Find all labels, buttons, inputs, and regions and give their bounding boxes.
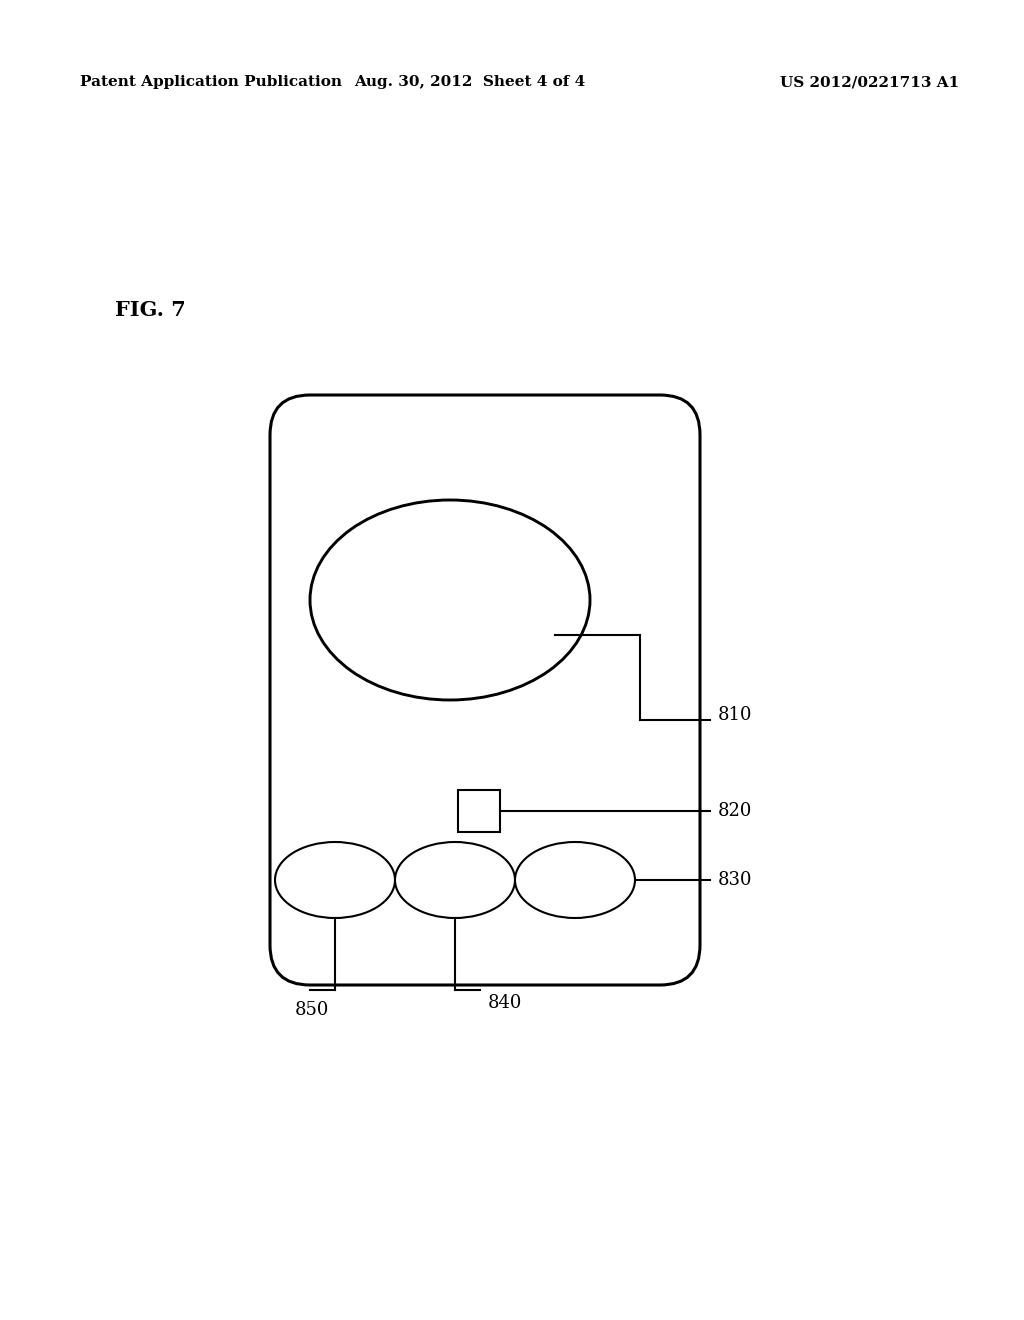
Text: 850: 850 [295, 1001, 330, 1019]
Ellipse shape [310, 500, 590, 700]
Bar [458, 789, 500, 832]
Text: US 2012/0221713 A1: US 2012/0221713 A1 [780, 75, 959, 88]
Ellipse shape [515, 842, 635, 917]
Ellipse shape [395, 842, 515, 917]
Text: 840: 840 [488, 994, 522, 1012]
Text: 810: 810 [718, 706, 753, 723]
Ellipse shape [275, 842, 395, 917]
Text: FIG. 7: FIG. 7 [115, 300, 185, 319]
Text: Patent Application Publication: Patent Application Publication [80, 75, 342, 88]
Text: Aug. 30, 2012  Sheet 4 of 4: Aug. 30, 2012 Sheet 4 of 4 [354, 75, 586, 88]
Text: 830: 830 [718, 871, 753, 888]
Text: 820: 820 [718, 803, 753, 820]
FancyBboxPatch shape [270, 395, 700, 985]
